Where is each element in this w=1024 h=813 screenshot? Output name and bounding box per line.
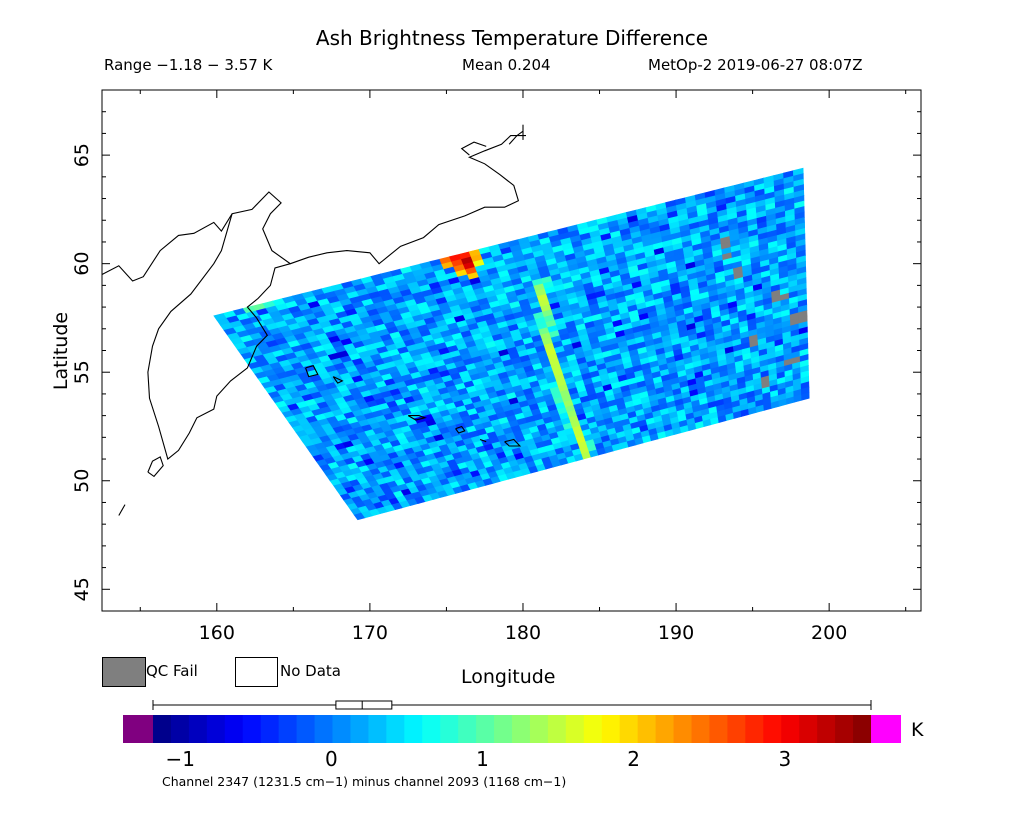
- y-tick-label: 55: [71, 360, 93, 384]
- colorbar-segment: [404, 715, 423, 743]
- colorbar-segment: [655, 715, 675, 743]
- colorbar-segment: [296, 715, 316, 743]
- swath-cell: [801, 392, 810, 401]
- colorbar-tick-label: 2: [627, 747, 641, 771]
- colorbar-segment: [835, 715, 854, 743]
- colorbar-tick-label: −1: [165, 747, 195, 771]
- colorbar-segment: [619, 715, 639, 743]
- coastline-segment: [455, 425, 466, 434]
- colorbar-segment: [565, 715, 585, 743]
- colorbar-segment: [529, 715, 549, 743]
- colorbar-segment: [332, 715, 351, 743]
- colorbar-segment: [781, 715, 800, 743]
- colorbar-segment: [153, 715, 172, 743]
- coastline-segment: [504, 438, 522, 447]
- coastline-segment: [147, 456, 164, 478]
- mean-label: Mean 0.204: [462, 56, 551, 74]
- colorbar-segment: [691, 715, 710, 743]
- x-tick-label: 160: [199, 622, 235, 644]
- satellite-timestamp: MetOp-2 2019-06-27 08:07Z: [648, 56, 863, 74]
- chart-title: Ash Brightness Temperature Difference: [315, 26, 709, 50]
- axes: 160 170 180 190 200 45 50 55 60 65: [71, 90, 921, 644]
- colorbar-under-swatch: [123, 715, 153, 743]
- x-axis-label: Longitude: [461, 666, 556, 688]
- colorbar-segment: [817, 715, 836, 743]
- coastline-segment: [332, 376, 344, 384]
- qc-fail-label: QC Fail: [146, 662, 198, 680]
- colorbar-segment: [727, 715, 746, 743]
- colorbar-segment: [601, 715, 621, 743]
- no-data-label: No Data: [280, 662, 341, 680]
- coastline-segment: [407, 415, 427, 421]
- colorbar-segment: [745, 715, 764, 743]
- colorbar-segment: [440, 715, 459, 743]
- iqr-box: [335, 700, 393, 710]
- colorbar-segment: [709, 715, 728, 743]
- colorbar-segment: [512, 715, 531, 743]
- range-label: Range −1.18 − 3.57 K: [104, 56, 273, 74]
- colorbar-tick-label: 3: [778, 747, 792, 771]
- coastline: [102, 124, 526, 516]
- coastline-segment: [479, 438, 487, 443]
- coastline-segment: [147, 213, 291, 460]
- y-axis-label: Latitude: [50, 311, 73, 391]
- coastline-segment: [118, 504, 126, 516]
- colorbar-segment: [188, 715, 208, 743]
- colorbar-segment: [386, 715, 405, 743]
- colorbar-segment: [673, 715, 692, 743]
- colorbar-over-swatch: [871, 715, 901, 743]
- colorbar-segment: [224, 715, 244, 743]
- y-tick-label: 60: [71, 252, 93, 276]
- x-tick-label: 200: [811, 622, 847, 644]
- colorbar-segment: [853, 715, 872, 743]
- colorbar-segment: [583, 715, 603, 743]
- qc-fail-swatch: [102, 657, 146, 687]
- y-tick-label: 65: [71, 143, 93, 167]
- colorbar-segment: [422, 715, 441, 743]
- colorbar-caption: Channel 2347 (1231.5 cm−1) minus channel…: [162, 774, 567, 789]
- x-tick-label: 180: [505, 622, 541, 644]
- colorbar-segment: [260, 715, 280, 743]
- coastline-segment: [460, 141, 487, 156]
- colorbar-segment: [242, 715, 262, 743]
- x-tick-label: 190: [658, 622, 694, 644]
- colorbar-tick-label: 0: [324, 747, 338, 771]
- colorbar-segment: [350, 715, 369, 743]
- colorbar-segment: [206, 715, 226, 743]
- colorbar-tick-label: 1: [476, 747, 489, 771]
- colorbar-segment: [368, 715, 387, 743]
- y-tick-label: 50: [71, 469, 93, 493]
- colorbar-segment: [637, 715, 657, 743]
- coastline-segment: [305, 365, 319, 378]
- colorbar-segment: [458, 715, 477, 743]
- coastline-segment: [102, 135, 526, 282]
- colorbar-segment: [278, 715, 298, 743]
- colorbar-segment: [170, 715, 190, 743]
- swath-cells: [213, 167, 810, 521]
- colorbar: [123, 700, 901, 743]
- coastline-segment: [508, 130, 524, 145]
- colorbar-segment: [763, 715, 782, 743]
- x-tick-label: 170: [352, 622, 388, 644]
- colorbar-segment: [314, 715, 333, 743]
- y-tick-label: 45: [71, 577, 93, 601]
- colorbar-segment: [494, 715, 513, 743]
- colorbar-segment: [476, 715, 495, 743]
- colorbar-unit: K: [911, 719, 924, 741]
- colorbar-segment: [547, 715, 567, 743]
- no-data-swatch: [235, 657, 278, 687]
- colorbar-segment: [799, 715, 818, 743]
